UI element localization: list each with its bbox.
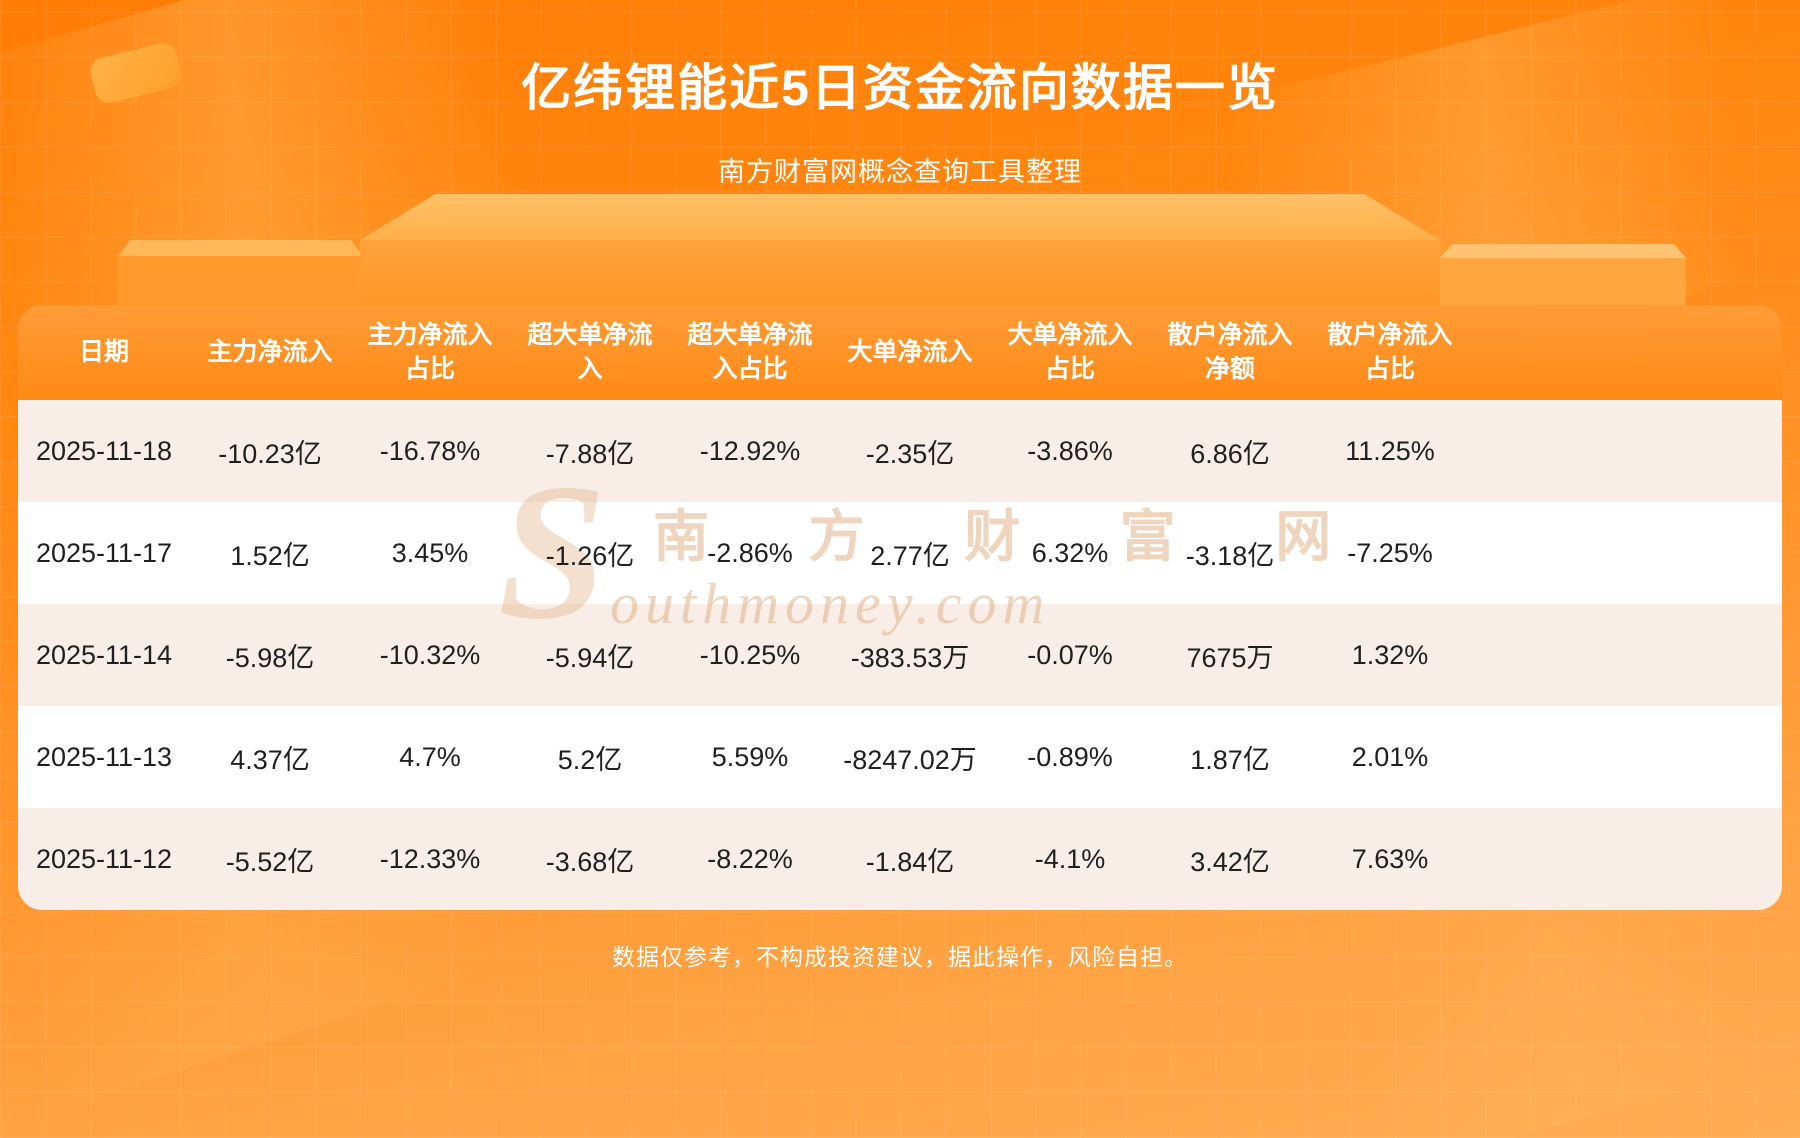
table-row: 2025-11-13 4.37亿 4.7% 5.2亿 5.59% -8247.02万 -0.… <box>18 706 1782 808</box>
value-cell: -12.92% <box>699 435 801 466</box>
value-cell: 7.63% <box>1351 843 1429 874</box>
value-cell: -5.52亿 <box>225 846 315 877</box>
page-title: 亿纬锂能近5日资金流向数据一览 <box>521 60 1279 116</box>
value-cell: 2.01% <box>1351 741 1429 772</box>
value-cell: -3.18亿 <box>1185 540 1275 571</box>
value-cell: 1.52亿 <box>230 540 310 571</box>
column-header: 日期 <box>78 337 129 366</box>
value-cell: -0.07% <box>1027 639 1113 670</box>
date-cell: 2025-11-12 <box>35 843 173 874</box>
disclaimer: 数据仅参考，不构成投资建议，据此操作，风险自担。 <box>612 944 1188 970</box>
table-row: 2025-11-12 -5.52亿 -12.33% -3.68亿 -8.22% -1.84… <box>18 808 1782 910</box>
value-cell: -4.1% <box>1034 843 1106 874</box>
value-cell: -10.25% <box>699 639 801 670</box>
value-cell: 5.2亿 <box>557 744 623 775</box>
column-header: 超大单净流 入 <box>527 320 653 383</box>
date-cell: 2025-11-18 <box>35 435 173 466</box>
page-subtitle: 南方财富网概念查询工具整理 <box>718 157 1082 187</box>
row-spacer <box>1470 808 1782 910</box>
table-header-row: 日期 主力净流入 主力净流入 占比 超大单净流 入超大单净流 入占比 大单净流入 大单净流… <box>18 305 1782 400</box>
date-cell: 2025-11-13 <box>35 741 173 772</box>
value-cell: -7.88亿 <box>545 438 635 469</box>
value-cell: -5.98亿 <box>225 642 315 673</box>
value-cell: 11.25% <box>1345 435 1435 466</box>
value-cell: -2.86% <box>707 537 793 568</box>
value-cell: -7.25% <box>1347 537 1433 568</box>
column-header: 大单净流入 <box>847 337 973 366</box>
value-cell: 1.87亿 <box>1190 744 1270 775</box>
value-cell: 3.45% <box>391 537 469 568</box>
date-cell: 2025-11-17 <box>35 537 173 568</box>
table-row: 2025-11-18 -10.23亿 -16.78% -7.88亿 -12.92% -2.… <box>18 400 1782 502</box>
value-cell: -10.32% <box>379 639 481 670</box>
value-cell: -1.84亿 <box>865 846 955 877</box>
value-cell: 5.59% <box>711 741 789 772</box>
fund-flow-table: S 南 方 财 富 网 outhmoney.com 日期 主力净流入 主力净流入 占… <box>18 305 1782 910</box>
row-spacer <box>1470 400 1782 502</box>
value-cell: -12.33% <box>379 843 481 874</box>
table-row: 2025-11-14 -5.98亿 -10.32% -5.94亿 -10.25% -383… <box>18 604 1782 706</box>
row-spacer <box>1470 604 1782 706</box>
value-cell: -8.22% <box>707 843 793 874</box>
value-cell: 1.32% <box>1351 639 1429 670</box>
value-cell: 4.7% <box>399 741 461 772</box>
value-cell: -1.26亿 <box>545 540 635 571</box>
value-cell: -383.53万 <box>850 642 970 673</box>
value-cell: -8247.02万 <box>843 744 977 775</box>
column-header: 散户净流入 净额 <box>1167 320 1293 383</box>
value-cell: -10.23亿 <box>218 438 322 469</box>
date-cell: 2025-11-14 <box>35 639 173 670</box>
column-header: 主力净流入 占比 <box>367 320 493 383</box>
value-cell: -16.78% <box>379 435 481 466</box>
table-row: 2025-11-17 1.52亿 3.45% -1.26亿 -2.86% 2.77亿 6.3… <box>18 502 1782 604</box>
value-cell: 6.86亿 <box>1190 438 1270 469</box>
value-cell: 4.37亿 <box>230 744 310 775</box>
header-spacer <box>1470 305 1782 400</box>
row-spacer <box>1470 706 1782 808</box>
value-cell: 6.32% <box>1031 537 1109 568</box>
column-header: 主力净流入 <box>207 337 333 366</box>
value-cell: 2.77亿 <box>870 540 950 571</box>
value-cell: -3.68亿 <box>545 846 635 877</box>
row-spacer <box>1470 502 1782 604</box>
value-cell: -0.89% <box>1027 741 1113 772</box>
value-cell: -3.86% <box>1027 435 1113 466</box>
column-header: 超大单净流 入占比 <box>687 320 813 383</box>
column-header: 散户净流入 占比 <box>1327 320 1453 383</box>
value-cell: 7675万 <box>1186 642 1274 673</box>
data-table: 日期 主力净流入 主力净流入 占比 超大单净流 入超大单净流 入占比 大单净流入 大单净流… <box>18 305 1782 910</box>
value-cell: -2.35亿 <box>865 438 955 469</box>
value-cell: -5.94亿 <box>545 642 635 673</box>
value-cell: 3.42亿 <box>1190 846 1270 877</box>
column-header: 大单净流入 占比 <box>1007 320 1133 383</box>
